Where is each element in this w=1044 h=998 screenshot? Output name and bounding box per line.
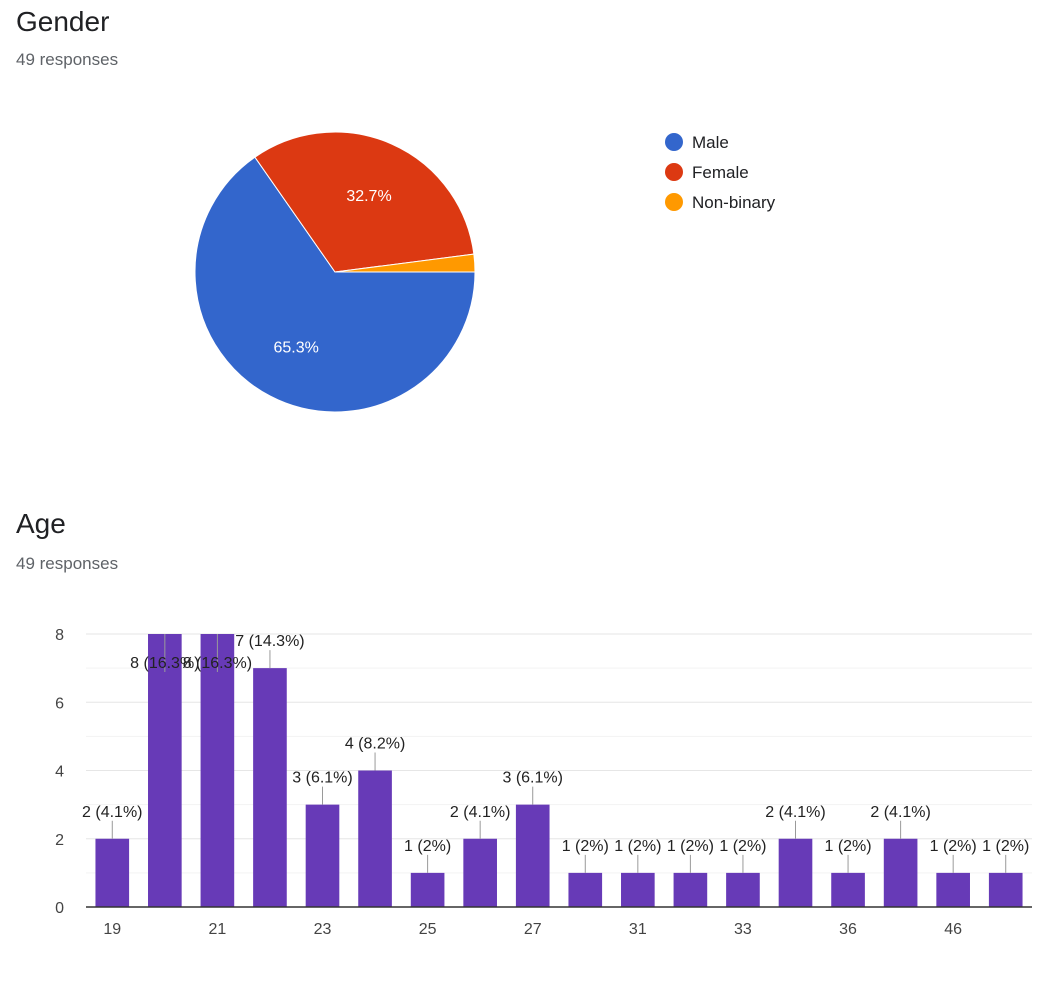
legend-item-male: Male — [665, 133, 729, 152]
x-tick-label: 31 — [629, 921, 647, 938]
bar-age-24 — [358, 770, 392, 907]
legend-swatch — [665, 163, 683, 181]
data-label: 3 (6.1%) — [502, 770, 562, 787]
y-tick-label: 0 — [55, 900, 64, 917]
legend-label: Male — [692, 133, 729, 152]
age-subtitle: 49 responses — [16, 554, 119, 573]
bar-age-47 — [988, 872, 1023, 907]
pie-slice-label: 65.3% — [273, 339, 318, 356]
data-label: 1 (2%) — [404, 838, 451, 855]
bar-age-19 — [95, 838, 130, 907]
data-label: 2 (4.1%) — [765, 804, 825, 821]
data-label: 3 (6.1%) — [292, 770, 352, 787]
legend-item-non-binary: Non-binary — [665, 193, 776, 212]
bar-age-21 — [200, 634, 235, 907]
legend-item-female: Female — [665, 163, 749, 182]
x-tick-label: 27 — [524, 921, 542, 938]
x-tick-label: 25 — [419, 921, 437, 938]
bar-age-22 — [253, 668, 287, 907]
bar-age-27 — [515, 804, 550, 907]
pie-slice-non-binary — [334, 253, 476, 273]
data-label: 1 (2%) — [614, 838, 661, 855]
bar-age-20 — [148, 634, 182, 907]
pie-slice-male — [194, 156, 476, 413]
gender-pie-chart: 65.3% 32.7% Male Female Non-binary — [194, 131, 776, 413]
data-label: 2 (4.1%) — [870, 804, 930, 821]
legend-label: Non-binary — [692, 193, 776, 212]
bar-age-36 — [831, 872, 865, 907]
data-label: 4 (8.2%) — [345, 736, 405, 753]
bar-age-23 — [305, 804, 340, 907]
data-label: 2 (4.1%) — [82, 804, 142, 821]
y-tick-label: 2 — [55, 832, 64, 849]
x-tick-label: 23 — [314, 921, 332, 938]
bar-age-37 — [883, 838, 918, 907]
data-label: 1 (2%) — [982, 838, 1029, 855]
gender-section: Gender 49 responses 65.3% 32.7% Male Female… — [0, 0, 1044, 490]
data-label: 1 (2%) — [562, 838, 609, 855]
pie-slice-label: 32.7% — [346, 188, 391, 205]
data-label: 8 (16.3%) — [130, 655, 199, 672]
data-label: 1 (2%) — [824, 838, 871, 855]
data-label: 2 (4.1%) — [450, 804, 510, 821]
bar-age-26 — [463, 838, 497, 907]
bar-age-28 — [568, 872, 603, 907]
bar-age-33 — [726, 872, 760, 907]
bar-age-32 — [673, 872, 708, 907]
data-label: 1 (2%) — [719, 838, 766, 855]
bar-age-46 — [936, 872, 970, 907]
x-tick-label: 21 — [208, 921, 226, 938]
legend-swatch — [665, 133, 683, 151]
age-title: Age — [16, 508, 66, 539]
data-label: 1 (2%) — [930, 838, 977, 855]
legend-label: Female — [692, 163, 749, 182]
gender-title: Gender — [16, 6, 110, 37]
data-label: 8 (16.3%) — [183, 655, 252, 672]
legend-swatch — [665, 193, 683, 211]
pie-slice-female — [254, 131, 475, 273]
x-tick-label: 46 — [944, 921, 962, 938]
x-tick-label: 36 — [839, 921, 857, 938]
y-tick-label: 6 — [55, 695, 64, 712]
gender-subtitle: 49 responses — [16, 50, 119, 69]
age-section: Age 49 responses 0 2 4 6 8 19 21 23 25 27 31 33 36 46… — [0, 500, 1044, 998]
data-label: 1 (2%) — [667, 838, 714, 855]
y-tick-label: 8 — [55, 627, 64, 644]
bar-age-25 — [410, 872, 445, 907]
y-tick-label: 4 — [55, 764, 64, 781]
bar-age-31 — [621, 872, 655, 907]
x-tick-label: 33 — [734, 921, 752, 938]
x-tick-label: 19 — [103, 921, 121, 938]
bar-age-34 — [778, 838, 813, 907]
data-label: 7 (14.3%) — [235, 633, 304, 650]
